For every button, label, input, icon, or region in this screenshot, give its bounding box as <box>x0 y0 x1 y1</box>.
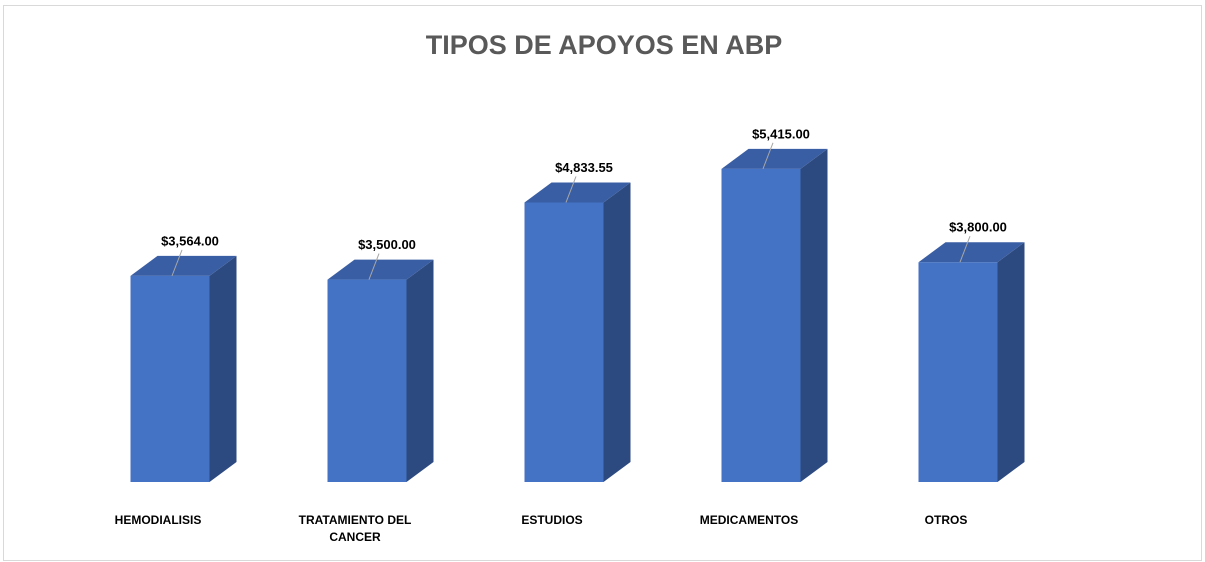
data-label: $5,415.00 <box>752 126 810 141</box>
data-label: $4,833.55 <box>555 160 613 175</box>
bar <box>130 275 210 482</box>
data-label: $3,564.00 <box>161 233 219 248</box>
data-label: $3,500.00 <box>358 237 416 252</box>
bar <box>327 279 407 482</box>
bar <box>918 262 998 482</box>
bar-side <box>406 259 434 482</box>
bar <box>524 202 604 482</box>
bar-top <box>918 242 1025 263</box>
leader-line <box>368 253 380 280</box>
leader-line <box>171 249 183 277</box>
bar <box>721 168 801 482</box>
bar-top <box>130 255 237 276</box>
leader-line <box>565 176 577 203</box>
bar-side <box>800 148 828 482</box>
x-tick-label: ESTUDIOS <box>521 513 583 527</box>
x-tick-label: TRATAMIENTO DEL CANCER <box>298 513 412 544</box>
leader-line <box>762 142 774 170</box>
data-label: $3,800.00 <box>949 220 1007 235</box>
x-tick-label: OTROS <box>924 513 968 527</box>
bar-top <box>721 148 828 169</box>
x-tick-label: HEMODIALISIS <box>114 513 202 527</box>
bar-side <box>603 182 631 482</box>
chart-title: TIPOS DE APOYOS EN ABP <box>426 30 783 60</box>
bar-side <box>997 242 1025 482</box>
bar-top <box>524 182 631 203</box>
leader-line <box>959 236 971 263</box>
x-tick-label: MEDICAMENTOS <box>699 513 799 527</box>
bar-side <box>209 255 237 482</box>
bar-top <box>327 259 434 280</box>
